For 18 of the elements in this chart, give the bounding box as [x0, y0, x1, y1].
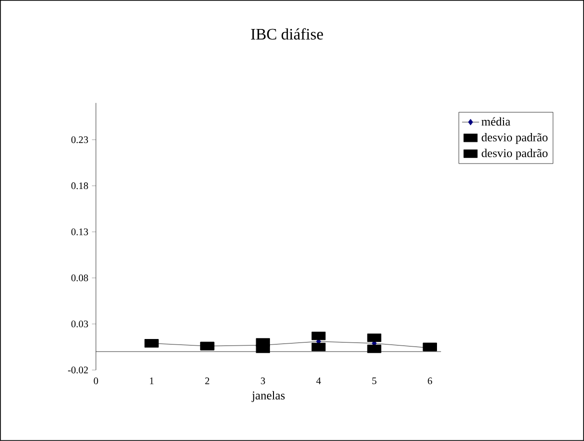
y-tick-label: 0.08 [71, 274, 88, 282]
chart-title: IBC diáfise [251, 28, 323, 40]
x-tick-label: 0 [94, 378, 98, 384]
y-tick-label: 0.03 [71, 320, 88, 328]
x-tick-label: 1 [150, 378, 154, 384]
legend-label: desvio padrão [482, 148, 548, 160]
x-tick-label: 3 [260, 378, 266, 384]
x-tick-label: 6 [428, 378, 432, 384]
y-tick-label: 0.18 [71, 182, 88, 190]
x-tick-label: 2 [205, 378, 210, 384]
x-tick-label: 4 [316, 378, 321, 384]
x-axis-title: janelas [252, 391, 285, 402]
legend-label: média [482, 117, 510, 126]
x-tick-label: 5 [372, 378, 376, 384]
y-tick-label: 0.23 [71, 136, 88, 144]
y-tick-label: 0.13 [71, 228, 88, 236]
legend-label: desvio padrão [482, 133, 548, 144]
y-tick-label: -0.02 [68, 366, 88, 374]
